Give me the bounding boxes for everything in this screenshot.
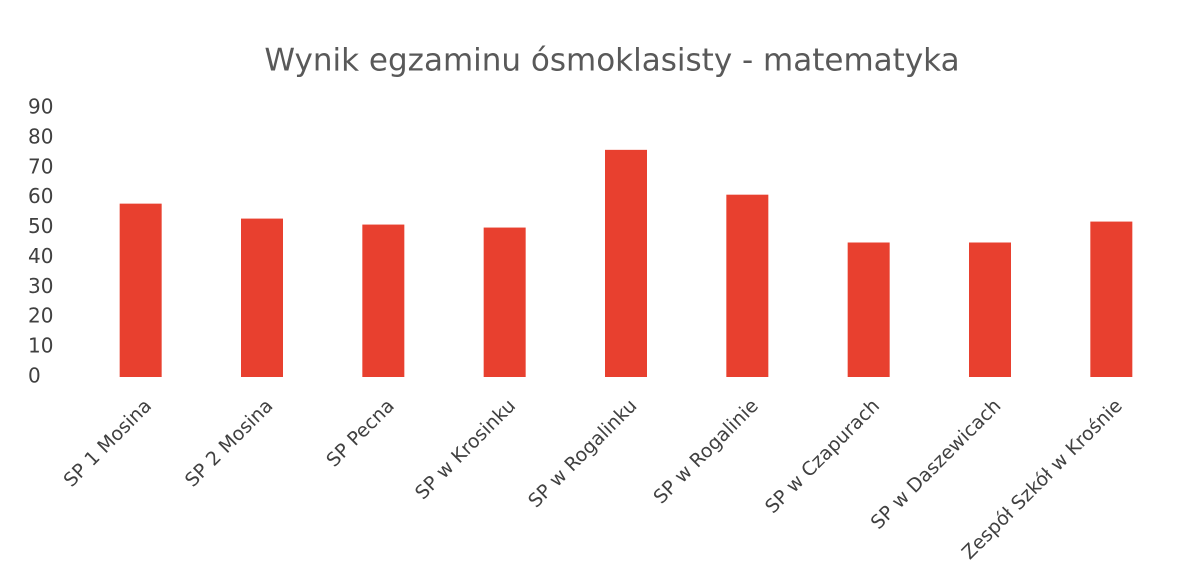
x-tick-label: SP w Rogalinku <box>524 395 641 512</box>
y-tick-label: 0 <box>28 364 41 388</box>
bar <box>847 242 890 377</box>
chart-title: Wynik egzaminu ósmoklasisty - matematyka <box>264 43 959 79</box>
x-tick-label: SP w Czapurach <box>761 395 884 518</box>
bar <box>362 224 405 377</box>
bar <box>241 218 283 377</box>
y-tick-label: 60 <box>28 184 53 208</box>
bar <box>726 194 769 377</box>
y-tick-label: 30 <box>28 274 53 298</box>
y-tick-label: 70 <box>28 154 53 178</box>
x-tick-label: SP 1 Mosina <box>60 395 157 492</box>
bar <box>483 227 526 377</box>
y-tick-label: 10 <box>28 334 53 358</box>
y-tick-label: 80 <box>28 124 53 148</box>
bar <box>605 149 647 377</box>
x-tick-label: SP w Daszewicach <box>867 395 1006 534</box>
bar <box>969 242 1011 377</box>
x-tick-label: SP w Krosinku <box>411 395 520 504</box>
x-tick-label: SP 2 Mosina <box>181 395 278 492</box>
x-tick-label: SP w Rogalinie <box>649 395 762 508</box>
bar <box>1090 221 1133 377</box>
y-tick-label: 50 <box>28 214 53 238</box>
y-tick-label: 90 <box>28 95 53 119</box>
y-tick-label: 40 <box>28 244 53 268</box>
bar <box>119 203 162 377</box>
x-tick-label: SP Pecna <box>322 395 398 471</box>
y-tick-label: 20 <box>28 304 53 328</box>
